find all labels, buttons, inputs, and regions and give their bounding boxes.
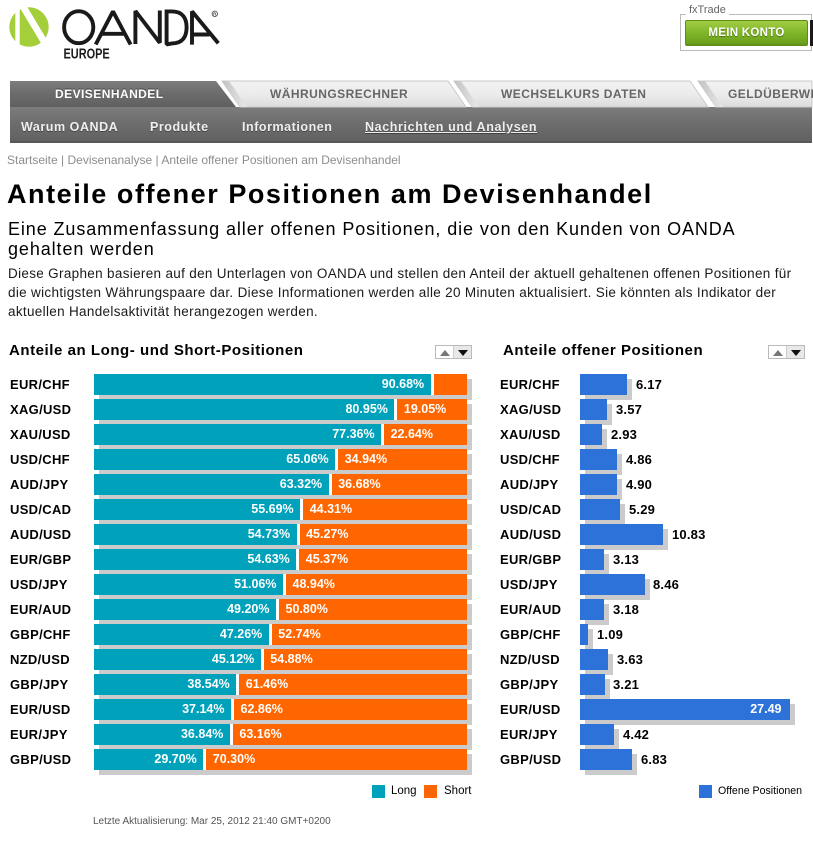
svg-text:R: R bbox=[213, 12, 217, 17]
svg-text:EUROPE: EUROPE bbox=[64, 45, 110, 62]
